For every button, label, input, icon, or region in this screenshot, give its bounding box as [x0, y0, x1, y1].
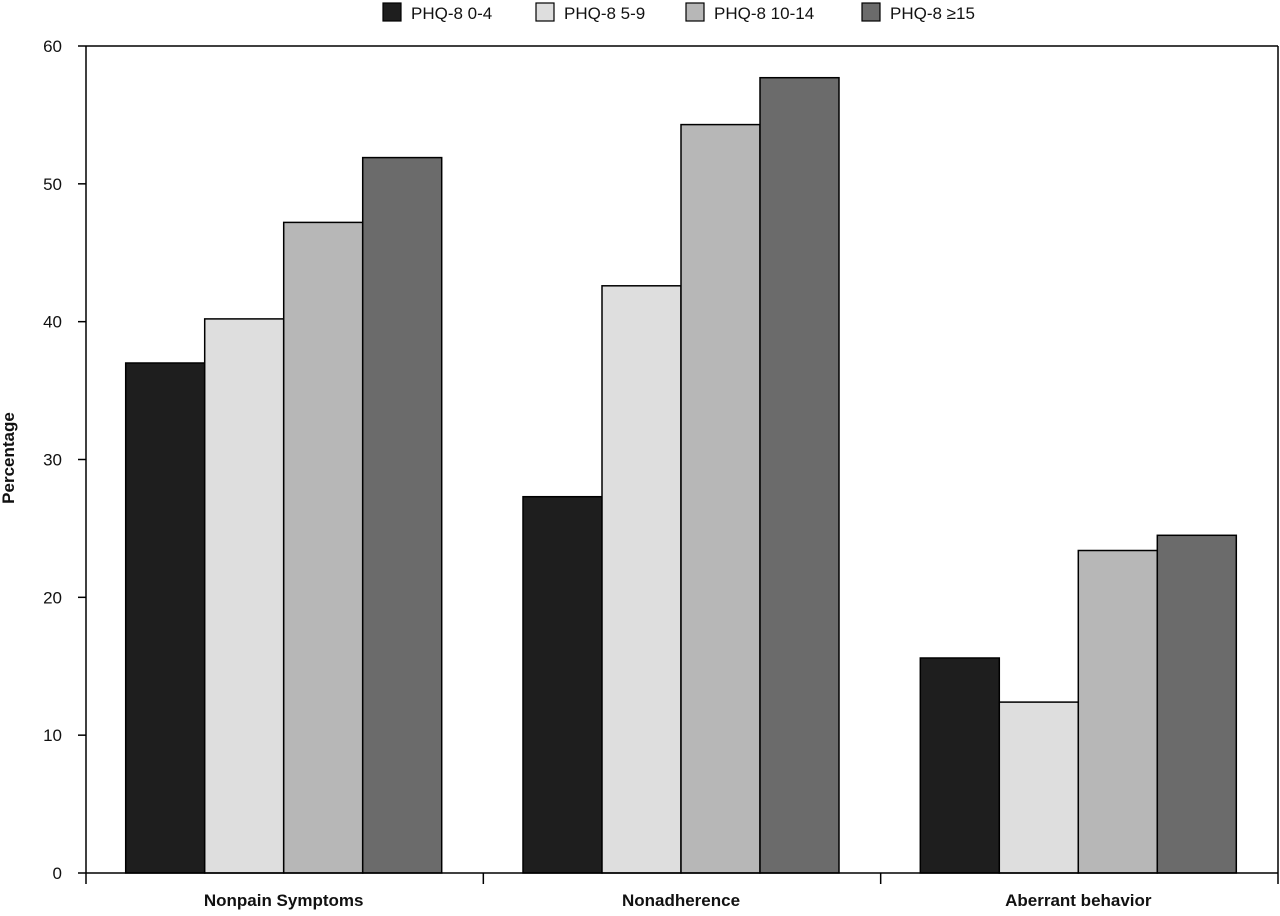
- y-tick-label: 40: [43, 313, 62, 332]
- legend: PHQ-8 0-4 PHQ-8 5-9 PHQ-8 10-14 PHQ-8 ≥15: [382, 2, 975, 23]
- bar-3-2: [998, 701, 1080, 874]
- bar-3-1: [919, 657, 1001, 874]
- x-category-label: Aberrant behavior: [1005, 891, 1152, 910]
- axes: 0 10 20 30 40 50 60 Nonpain Symptoms Nonadherenc…: [43, 37, 1279, 910]
- y-tick-label: 10: [43, 726, 62, 745]
- bar-2-4: [759, 76, 840, 874]
- bar-1-1: [124, 362, 206, 874]
- legend-swatch: [382, 2, 402, 22]
- x-category-label: Nonadherence: [622, 891, 740, 910]
- legend-label: PHQ-8 10-14: [714, 4, 814, 23]
- legend-swatch: [685, 2, 705, 22]
- y-tick-label: 60: [43, 37, 62, 56]
- bar-2-2: [601, 285, 682, 874]
- bars: [124, 76, 1238, 874]
- legend-label: PHQ-8 ≥15: [890, 4, 975, 23]
- y-tick-label: 0: [53, 864, 62, 883]
- bar-3-3: [1077, 549, 1159, 874]
- bar-2-3: [680, 123, 761, 874]
- x-category-label: Nonpain Symptoms: [204, 891, 364, 910]
- legend-swatch: [861, 2, 881, 22]
- bar-3-4: [1156, 534, 1238, 874]
- legend-label: PHQ-8 5-9: [564, 4, 645, 23]
- bar-1-2: [203, 318, 285, 874]
- bar-1-3: [282, 221, 364, 874]
- y-tick-label: 50: [43, 175, 62, 194]
- y-tick-label: 30: [43, 451, 62, 470]
- bar-1-4: [361, 156, 443, 874]
- legend-swatch: [535, 2, 555, 22]
- y-tick-label: 20: [43, 588, 62, 607]
- bar-2-1: [522, 495, 603, 874]
- legend-label: PHQ-8 0-4: [411, 4, 492, 23]
- y-axis-label: Percentage: [0, 412, 18, 504]
